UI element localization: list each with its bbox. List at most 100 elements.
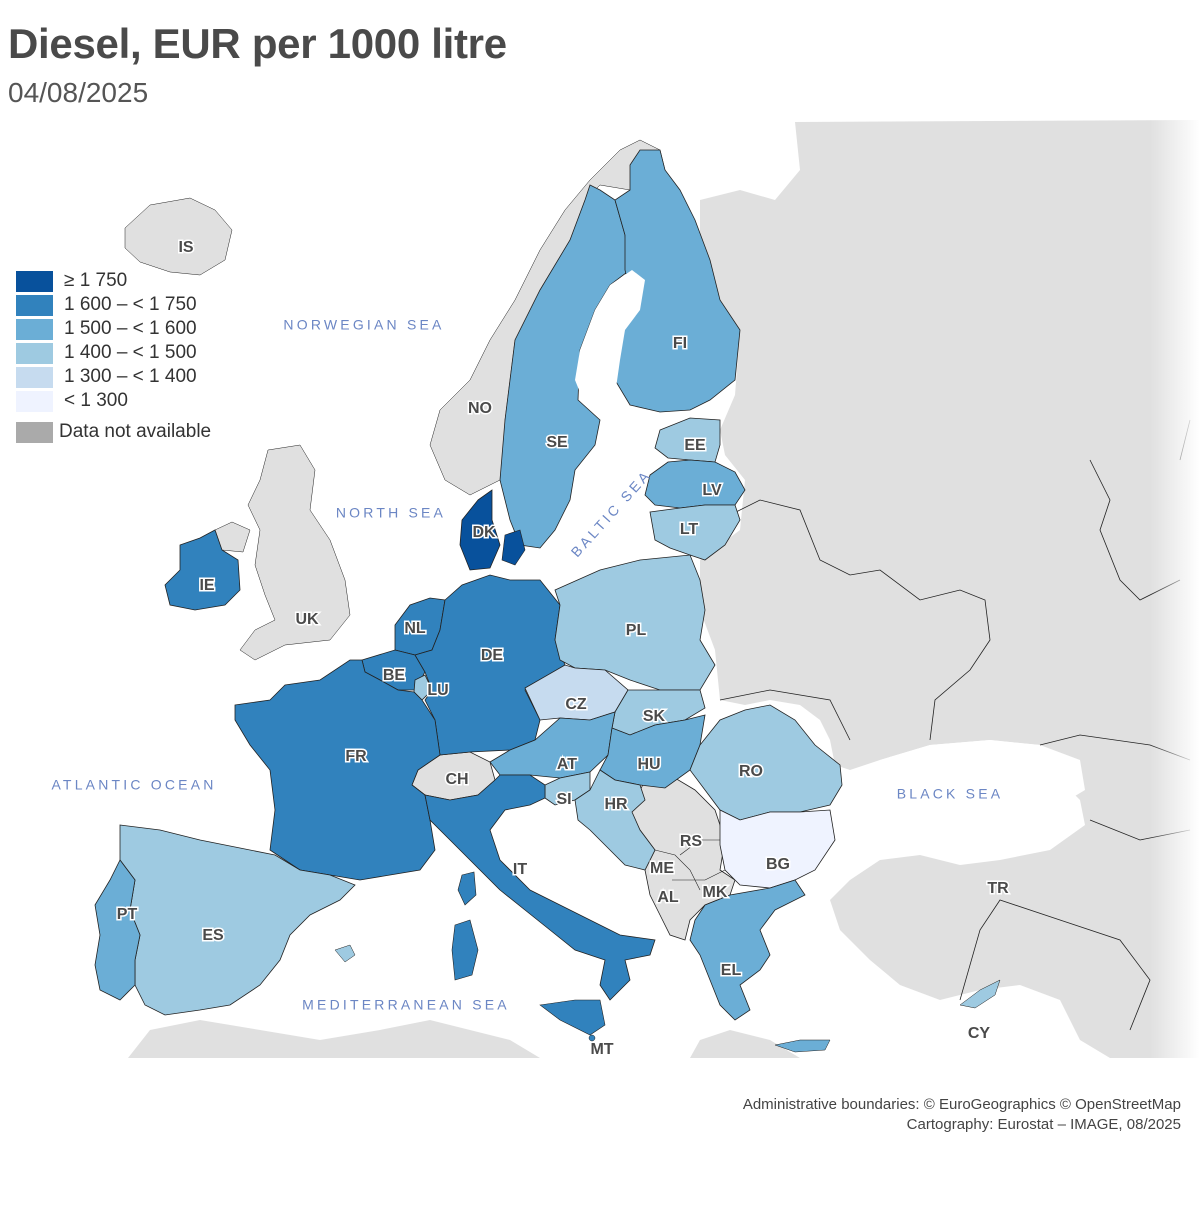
land-mt (588, 1034, 596, 1042)
legend-item: 1 300 – < 1 400 (16, 365, 211, 389)
legend-label: 1 300 – < 1 400 (64, 366, 197, 387)
land-el (689, 879, 806, 1021)
sea-label-mediterranean: MEDITERRANEAN SEA (302, 997, 510, 1013)
country-label-at: AT (557, 756, 577, 773)
land-cy (959, 979, 1001, 1009)
country-label-be: BE (383, 667, 406, 684)
country-label-pl: PL (626, 622, 647, 639)
map-shape (719, 689, 851, 741)
legend-item: 1 500 – < 1 600 (16, 317, 211, 341)
country-label-it: IT (513, 861, 527, 878)
legend-label: < 1 300 (64, 390, 128, 411)
country-label-ee: EE (684, 437, 706, 454)
country-label-ie: IE (199, 577, 214, 594)
country-label-nl: NL (404, 620, 426, 637)
country-label-uk: UK (295, 611, 319, 628)
land-lu (413, 674, 433, 701)
country-label-lt: LT (680, 521, 699, 538)
map-title: Diesel, EUR per 1000 litre (8, 20, 507, 67)
legend-label: 1 400 – < 1 500 (64, 342, 197, 363)
legend-item: 1 600 – < 1 750 (16, 293, 211, 317)
land-fi (614, 149, 741, 413)
legend-item: ≥ 1 750 (16, 269, 211, 293)
legend-item-na: Data not available (16, 420, 211, 444)
country-label-lu: LU (427, 682, 448, 699)
land-it (451, 919, 479, 981)
map-shape (679, 839, 725, 856)
sea-label-norwegian: NORWEGIAN SEA (283, 317, 444, 333)
land-fr (457, 871, 477, 906)
country-label-bg: BG (766, 856, 790, 873)
map-shape (575, 270, 645, 415)
map-shape (690, 1030, 800, 1058)
legend-label-na: Data not available (59, 421, 212, 442)
legend-swatch-na (16, 421, 53, 443)
land-fr (234, 659, 441, 881)
land-el (774, 1039, 831, 1053)
legend-swatch (16, 318, 53, 340)
credits: Administrative boundaries: © EuroGeograp… (743, 1095, 1181, 1135)
country-label-lv: LV (702, 482, 722, 499)
land-it (539, 999, 606, 1036)
legend-label: 1 500 – < 1 600 (64, 318, 197, 339)
sea-label-north: NORTH SEA (336, 505, 446, 521)
country-label-ch: CH (445, 771, 468, 788)
legend-item: < 1 300 (16, 389, 211, 413)
country-label-mt: MT (590, 1041, 613, 1058)
land-uk (239, 444, 351, 661)
map-subtitle: 04/08/2025 (8, 77, 149, 108)
land-ro (689, 704, 843, 821)
legend-swatch (16, 294, 53, 316)
country-label-de: DE (481, 647, 504, 664)
country-label-al: AL (657, 889, 679, 906)
land-it (424, 774, 656, 1001)
map-shape (672, 869, 726, 881)
country-label-hr: HR (604, 796, 628, 813)
legend-swatch (16, 366, 53, 388)
land-lv (644, 459, 746, 509)
legend: ≥ 1 750 1 600 – < 1 750 1 500 – < 1 600 … (16, 269, 211, 444)
map-shape (719, 499, 991, 741)
country-label-me: ME (650, 860, 674, 877)
country-label-cy: CY (968, 1025, 991, 1042)
country-label-el: EL (721, 962, 742, 979)
legend-swatch (16, 270, 53, 292)
land-dk (459, 489, 501, 571)
land-hr (574, 769, 656, 871)
land-is (124, 197, 233, 276)
legend-item: 1 400 – < 1 500 (16, 341, 211, 365)
country-label-is: IS (178, 239, 193, 256)
land-ie (164, 529, 241, 611)
sea-label-atlantic: ATLANTIC OCEAN (51, 777, 216, 793)
sea-label-black: BLACK SEA (897, 786, 1004, 802)
country-label-hu: HU (637, 756, 660, 773)
country-label-si: SI (556, 791, 571, 808)
country-label-pt: PT (117, 906, 138, 923)
land-bg (719, 809, 836, 889)
credits-boundaries: Administrative boundaries: © EuroGeograp… (742, 1096, 1181, 1113)
country-label-es: ES (202, 927, 224, 944)
legend-swatch (16, 390, 53, 412)
non-eu-east (700, 120, 1200, 1058)
country-label-cz: CZ (565, 696, 587, 713)
country-label-dk: DK (472, 524, 496, 541)
country-label-mk: MK (703, 884, 728, 901)
country-label-rs: RS (680, 833, 703, 850)
land-lt (649, 504, 741, 561)
country-label-ro: RO (739, 763, 763, 780)
legend-swatch (16, 342, 53, 364)
country-label-sk: SK (643, 708, 666, 725)
country-label-no: NO (468, 400, 492, 417)
country-label-se: SE (546, 434, 568, 451)
country-label-tr: TR (987, 880, 1009, 897)
country-label-fr: FR (345, 748, 367, 765)
map-shape (128, 1020, 540, 1058)
country-label-fi: FI (673, 335, 687, 352)
map-shape (1089, 459, 1181, 601)
legend-label: ≥ 1 750 (64, 270, 128, 291)
land-dk (501, 529, 526, 566)
legend-label: 1 600 – < 1 750 (64, 294, 197, 315)
credits-cartography: Cartography: Eurostat – IMAGE, 08/2025 (906, 1116, 1181, 1133)
map-shape (840, 740, 1085, 825)
